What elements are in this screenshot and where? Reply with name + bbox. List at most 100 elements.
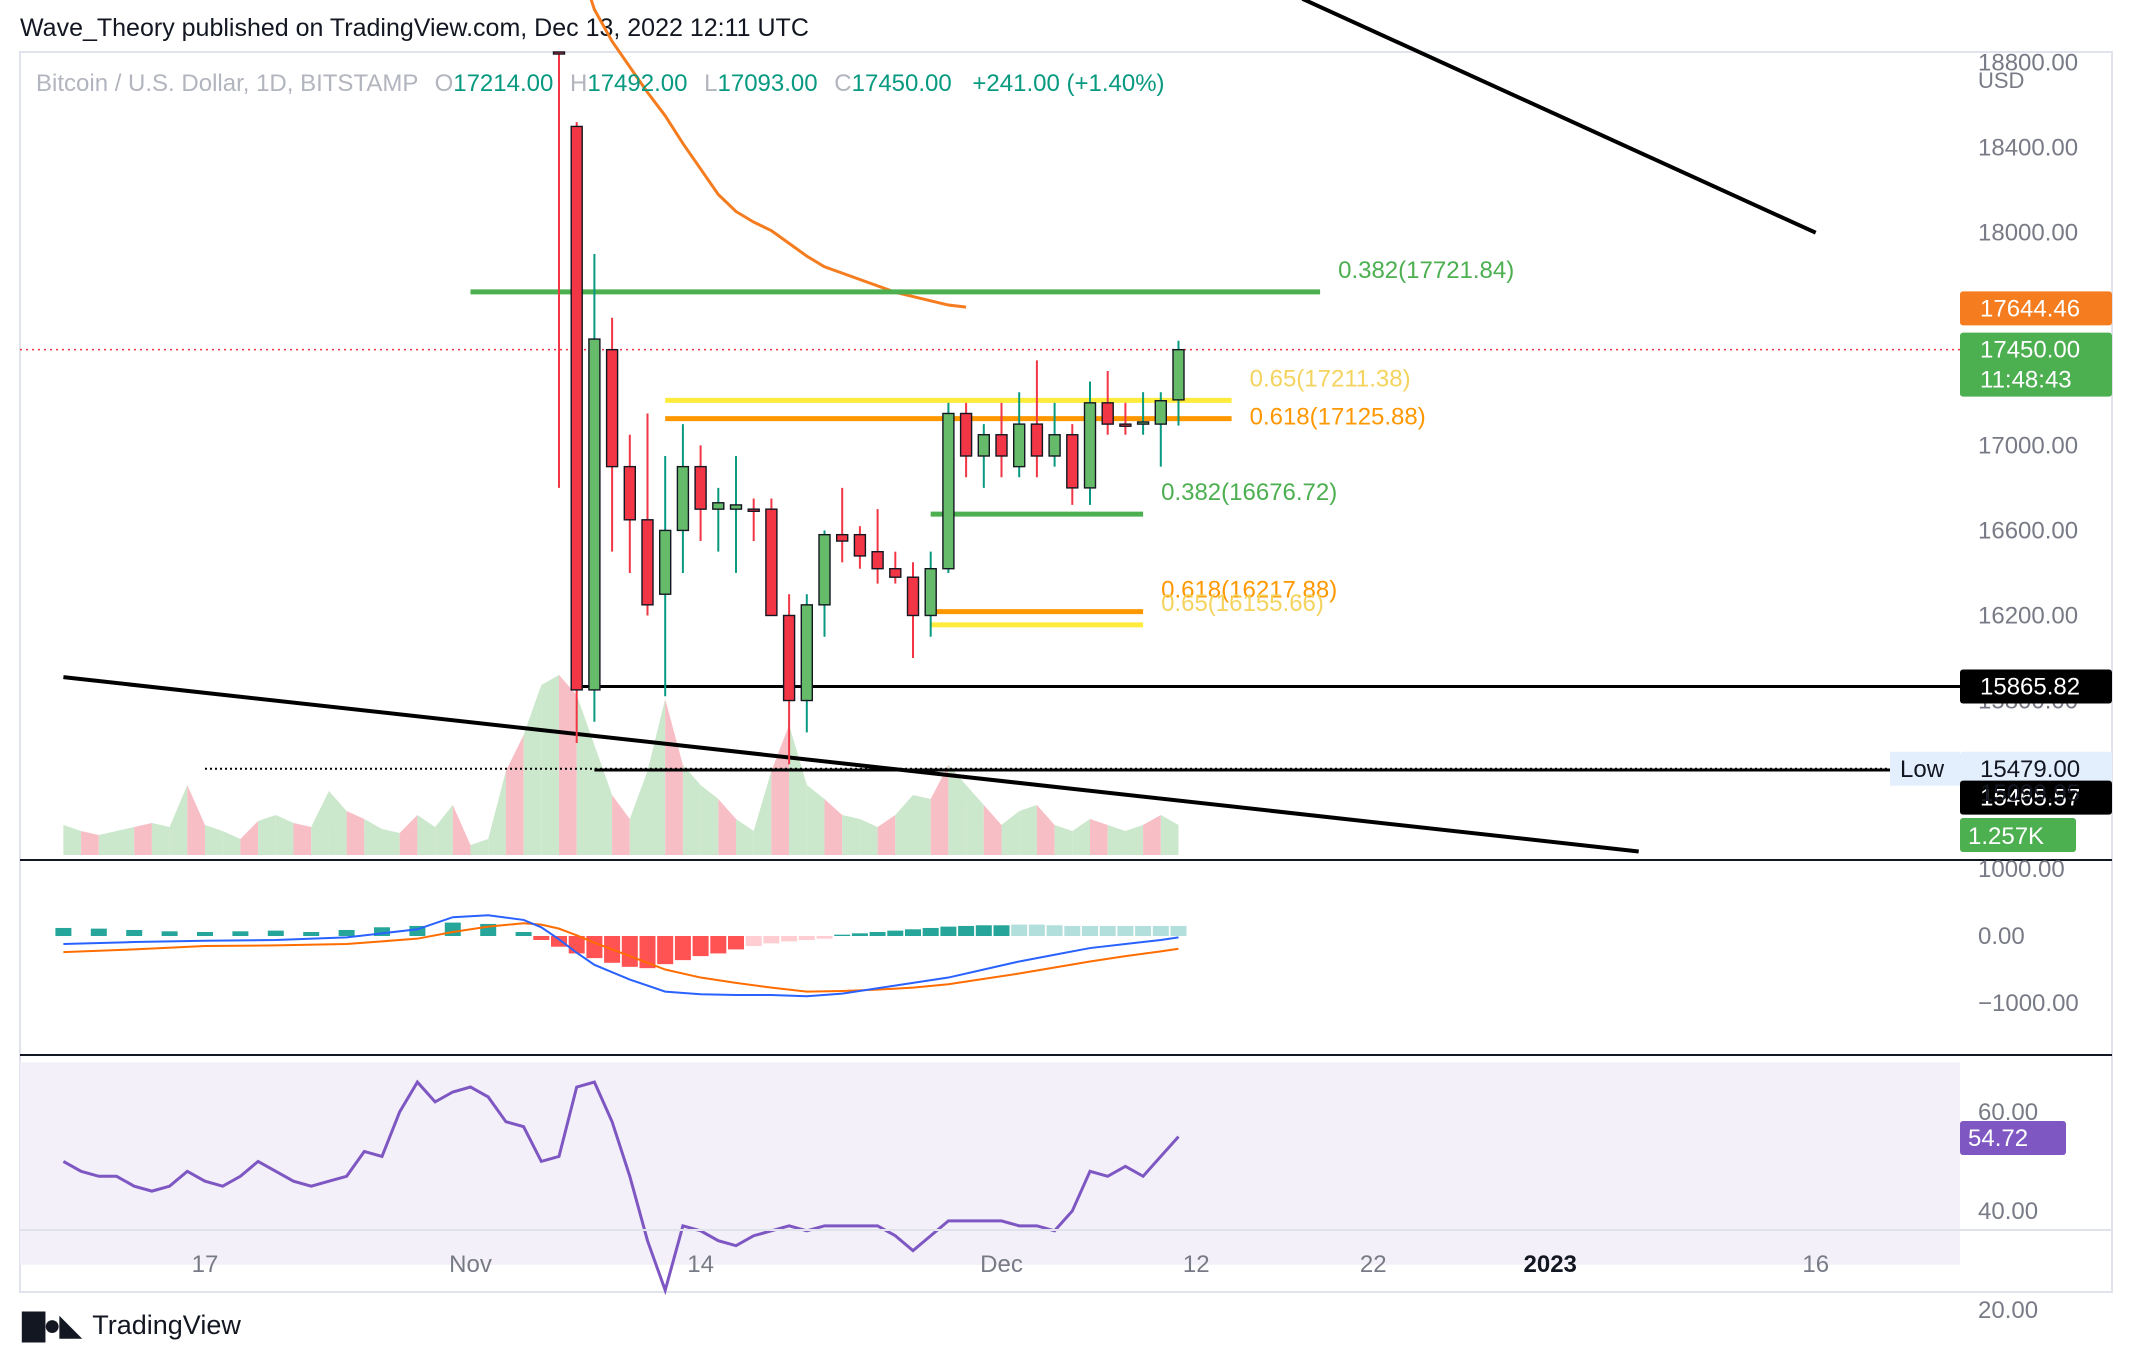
volume-segment-55: [1036, 805, 1055, 855]
volume-segment-37: [718, 799, 736, 855]
macd-pane: [55, 914, 1187, 998]
volume-segment-5: [151, 823, 170, 855]
volume-segment-30: [594, 745, 613, 855]
price-label-2: 15865.82: [1980, 674, 2080, 701]
fib-label-3: 0.382(16676.72): [1161, 479, 1337, 506]
macd-hist-44: [1064, 925, 1081, 936]
price-tick-3: 17000.00: [1978, 432, 2078, 459]
footer-brand: TradingView: [92, 1310, 241, 1340]
symbol-legend: Bitcoin / U.S. Dollar, 1D, BITSTAMP O172…: [36, 70, 1165, 98]
volume-segment-18: [382, 829, 400, 855]
macd-hist-23: [692, 936, 709, 957]
price-tick-5: 16200.00: [1978, 602, 2078, 629]
publisher-header: Wave_Theory published on TradingView.com…: [20, 14, 809, 42]
candle-body-12: [765, 508, 778, 617]
price-label-bg-4: [1960, 780, 2112, 815]
candle-body-30: [1083, 402, 1097, 489]
macd-hist-39: [975, 925, 992, 936]
macd-hist-21: [657, 936, 674, 965]
volume-segment-32: [629, 771, 648, 855]
footer: ▇●◣ TradingView: [22, 1308, 241, 1343]
candle-body-4: [623, 465, 636, 521]
volume-segment-21: [435, 805, 453, 855]
volume-segment-50: [948, 765, 967, 855]
legend-close-label: C: [834, 70, 852, 97]
volume-segment-48: [913, 795, 931, 855]
macd-hist-10: [409, 925, 426, 936]
macd-hist-5: [232, 931, 249, 936]
legend-high-label: H: [570, 70, 588, 97]
volume-segment-57: [1072, 819, 1090, 855]
macd-hist-34: [887, 930, 904, 936]
macd-hist-7: [303, 931, 320, 936]
volume-segment-7: [187, 785, 205, 855]
volume-segment-51: [966, 785, 984, 855]
volume-segment-46: [877, 815, 896, 855]
volume-segment-36: [700, 785, 719, 855]
volume-segment-0: [63, 825, 82, 855]
volume-segment-22: [452, 805, 471, 855]
price-tick-4: 16600.00: [1978, 517, 2078, 544]
candle-body-21: [924, 567, 937, 617]
volume-segment-9: [222, 831, 241, 855]
macd-hist-8: [338, 929, 355, 936]
volume-segment-39: [753, 771, 772, 855]
volume-segment-17: [364, 819, 382, 855]
macd-hist-9: [374, 927, 390, 936]
fibonacci-levels[interactable]: 0.382(17721.84) 0.65(17211.38) 0.618(17125…: [470, 257, 1515, 628]
rsi-band-fill: [20, 1062, 1960, 1265]
macd-hist-42: [1028, 924, 1045, 936]
rsi-value-badge: [1960, 1120, 2066, 1155]
legend-close: 17450.00: [851, 70, 952, 97]
macd-hist-2: [126, 929, 143, 936]
price-label-bg-0: [1960, 291, 2112, 326]
volume-segment-43: [824, 799, 843, 855]
trendlines[interactable]: [63, 0, 1817, 854]
candle-body-13: [782, 614, 796, 702]
macd-hist-49: [1152, 925, 1169, 936]
price-tick-0: 18800.00: [1978, 50, 2078, 77]
price-tick-1: 18400.00: [1978, 135, 2078, 162]
macd-hist-28: [781, 936, 798, 942]
candle-body-28: [1048, 434, 1061, 457]
volume-segment-3: [116, 827, 135, 855]
time-tick-0: 17: [192, 1251, 219, 1278]
candle-body-26: [1013, 423, 1026, 468]
volume-segment-13: [293, 823, 312, 855]
fib-label-2: 0.618(17125.88): [1250, 404, 1426, 431]
macd-hist-30: [816, 936, 833, 939]
price-label-0: 17644.46: [1980, 295, 2080, 322]
candle-body-6: [659, 529, 672, 595]
macd-hist-25: [728, 936, 744, 950]
macd-tick-1: 0.00: [1978, 923, 2025, 950]
macd-hist-45: [1082, 925, 1098, 936]
macd-hist-32: [851, 933, 868, 936]
candle-body-33: [1136, 421, 1150, 425]
macd-hist-31: [834, 934, 851, 936]
volume-segment-14: [311, 791, 329, 855]
macd-hist-33: [869, 931, 886, 936]
macd-hist-22: [674, 936, 691, 961]
time-tick-3: Dec: [980, 1251, 1023, 1278]
macd-hist-37: [940, 926, 957, 936]
price-label-4: 15465.57: [1980, 785, 2080, 812]
volume-segment-45: [859, 819, 878, 855]
macd-hist-36: [922, 927, 939, 936]
tradingview-logo-icon: ▇●◣: [22, 1309, 82, 1342]
candle-body-8: [694, 465, 707, 510]
macd-hist-3: [161, 931, 178, 936]
volume-segment-6: [169, 785, 188, 855]
legend-high: 17492.00: [587, 70, 688, 97]
price-tick-2: 18000.00: [1978, 220, 2078, 247]
macd-hist-50: [1170, 925, 1187, 936]
candle-body-14: [800, 604, 813, 702]
rsi-band: [20, 1062, 1960, 1265]
candle-body-11: [747, 508, 760, 512]
macd-hist-19: [621, 936, 638, 967]
candle-body-15: [818, 533, 831, 606]
rsi-tick-2: 20.00: [1978, 1297, 2038, 1324]
candle-body-10: [729, 504, 743, 510]
volume-segment-35: [682, 765, 701, 855]
